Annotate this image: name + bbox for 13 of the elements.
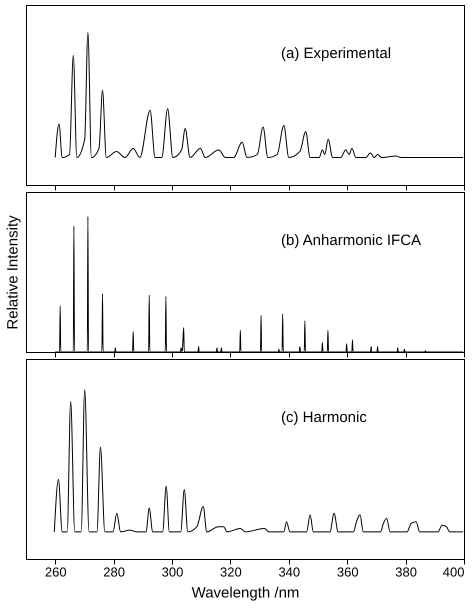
x-tick-label: 340 xyxy=(278,564,300,580)
x-tick-label: 360 xyxy=(336,564,359,580)
x-tick-label: 320 xyxy=(220,564,242,580)
x-tick-label: 300 xyxy=(162,564,184,580)
y-axis-title: Relative Intensity xyxy=(4,214,22,330)
annotation: (a) Experimental xyxy=(281,45,392,62)
annotation: (c) Harmonic xyxy=(281,409,368,426)
annotation: (b) Anharmonic IFCA xyxy=(281,232,422,249)
x-tick-label: 380 xyxy=(395,564,417,580)
x-tick-label: 400 xyxy=(442,564,464,580)
x-tick-label: 280 xyxy=(103,564,125,580)
x-tick-label: 260 xyxy=(44,564,67,580)
x-axis-title: Wavelength /nm xyxy=(192,584,300,602)
